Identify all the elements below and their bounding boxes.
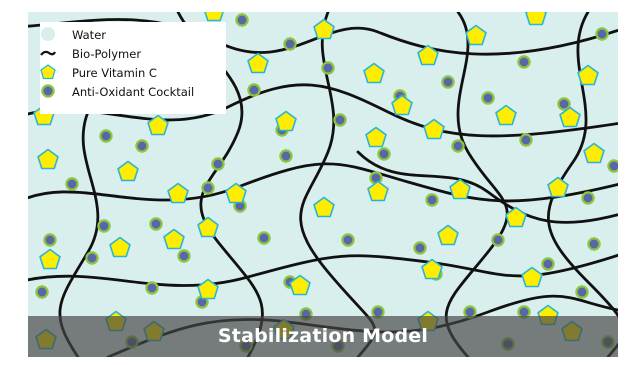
diagram-canvas: Water Bio-Polymer Pure Vitamin C Anti-Ox… — [28, 12, 618, 357]
antioxidant-particle — [177, 249, 191, 263]
vitamin-c-particle — [547, 176, 569, 198]
antioxidant-particle — [481, 91, 495, 105]
bio-polymer-strand — [299, 12, 377, 357]
legend-item-bio-polymer: Bio-Polymer — [40, 45, 226, 63]
vitamin-c-particle — [313, 196, 335, 218]
vitamin-c-particle — [521, 266, 543, 288]
antioxidant-particle — [283, 37, 297, 51]
antioxidant-particle — [35, 285, 49, 299]
vitamin-c-particle — [449, 178, 471, 200]
vitamin-c-particle — [465, 24, 487, 46]
antioxidant-particle — [581, 191, 595, 205]
vitamin-c-particle — [391, 94, 413, 116]
vitamin-c-particle — [577, 64, 599, 86]
vitamin-c-particle — [367, 180, 389, 202]
antioxidant-particle — [557, 97, 571, 111]
vitamin-c-particle — [437, 224, 459, 246]
bio-polymer-strand — [444, 12, 509, 357]
antioxidant-particle — [425, 193, 439, 207]
legend-item-water: Water — [40, 26, 226, 44]
antioxidant-particle — [517, 55, 531, 69]
antioxidant-particle — [135, 139, 149, 153]
antioxidant-particle — [541, 257, 555, 271]
antioxidant-particle — [321, 61, 335, 75]
vitamin-c-particle — [109, 236, 131, 258]
bio-polymer-strand — [28, 83, 618, 138]
antioxidant-dot-icon — [41, 84, 55, 98]
vitamin-c-particle — [525, 12, 547, 26]
vitamin-c-particle — [505, 206, 527, 228]
bio-polymer-strand — [28, 162, 618, 203]
polymer-line-icon — [40, 50, 56, 56]
vitamin-c-particle — [247, 52, 269, 74]
vitamin-c-particle — [365, 126, 387, 148]
legend-label-vitamin-c: Pure Vitamin C — [72, 66, 157, 80]
antioxidant-particle — [491, 233, 505, 247]
legend-item-antioxidant: Anti-Oxidant Cocktail — [40, 83, 226, 101]
legend-label-bio-polymer: Bio-Polymer — [72, 47, 142, 61]
vitamin-c-particle — [423, 118, 445, 140]
vitamin-c-particle — [417, 44, 439, 66]
vitamin-c-particle — [39, 248, 61, 270]
antioxidant-particle — [247, 83, 261, 97]
antioxidant-particle — [235, 13, 249, 27]
antioxidant-particle — [145, 281, 159, 295]
antioxidant-particle — [65, 177, 79, 191]
vitamin-c-particle — [167, 182, 189, 204]
bio-polymer-strand — [28, 253, 618, 287]
legend: Water Bio-Polymer Pure Vitamin C Anti-Ox… — [40, 22, 226, 114]
antioxidant-particle — [85, 251, 99, 265]
vitamin-c-particle — [197, 278, 219, 300]
vitamin-c-particle — [495, 104, 517, 126]
vitamin-c-particle — [363, 62, 385, 84]
antioxidant-particle — [441, 75, 455, 89]
vitamin-c-particle — [163, 228, 185, 250]
vitamin-c-particle — [289, 274, 311, 296]
vitamin-c-pentagon-icon — [40, 64, 56, 80]
antioxidant-particle — [97, 219, 111, 233]
vitamin-c-particle — [225, 182, 247, 204]
antioxidant-particle — [333, 113, 347, 127]
antioxidant-particle — [451, 139, 465, 153]
vitamin-c-particle — [421, 258, 443, 280]
vitamin-c-particle — [275, 110, 297, 132]
antioxidant-particle — [43, 233, 57, 247]
vitamin-c-particle — [559, 106, 581, 128]
banner-title: Stabilization Model — [217, 325, 429, 347]
antioxidant-particle — [587, 237, 601, 251]
legend-item-vitamin-c: Pure Vitamin C — [40, 64, 226, 82]
antioxidant-particle — [377, 147, 391, 161]
antioxidant-particle — [575, 285, 589, 299]
water-symbol-icon — [41, 27, 55, 41]
vitamin-c-particle — [147, 114, 169, 136]
antioxidant-particle — [595, 27, 609, 41]
title-banner: Stabilization Model — [28, 316, 618, 357]
legend-label-antioxidant: Anti-Oxidant Cocktail — [72, 85, 195, 99]
legend-label-water: Water — [72, 28, 106, 42]
antioxidant-particle — [607, 159, 618, 173]
antioxidant-particle — [413, 241, 427, 255]
bio-polymer-strand — [356, 150, 618, 224]
antioxidant-particle — [211, 157, 225, 171]
vitamin-c-particle — [313, 18, 335, 40]
antioxidant-particle — [99, 129, 113, 143]
antioxidant-particle — [201, 181, 215, 195]
antioxidant-particle — [279, 149, 293, 163]
vitamin-c-particle — [117, 160, 139, 182]
bio-polymer-strand — [28, 18, 618, 56]
antioxidant-particle — [149, 217, 163, 231]
antioxidant-particle — [341, 233, 355, 247]
antioxidant-particle — [519, 133, 533, 147]
antioxidant-particle — [257, 231, 271, 245]
vitamin-c-particle — [197, 216, 219, 238]
vitamin-c-particle — [37, 148, 59, 170]
vitamin-c-particle — [204, 12, 224, 22]
vitamin-c-particle — [583, 142, 605, 164]
